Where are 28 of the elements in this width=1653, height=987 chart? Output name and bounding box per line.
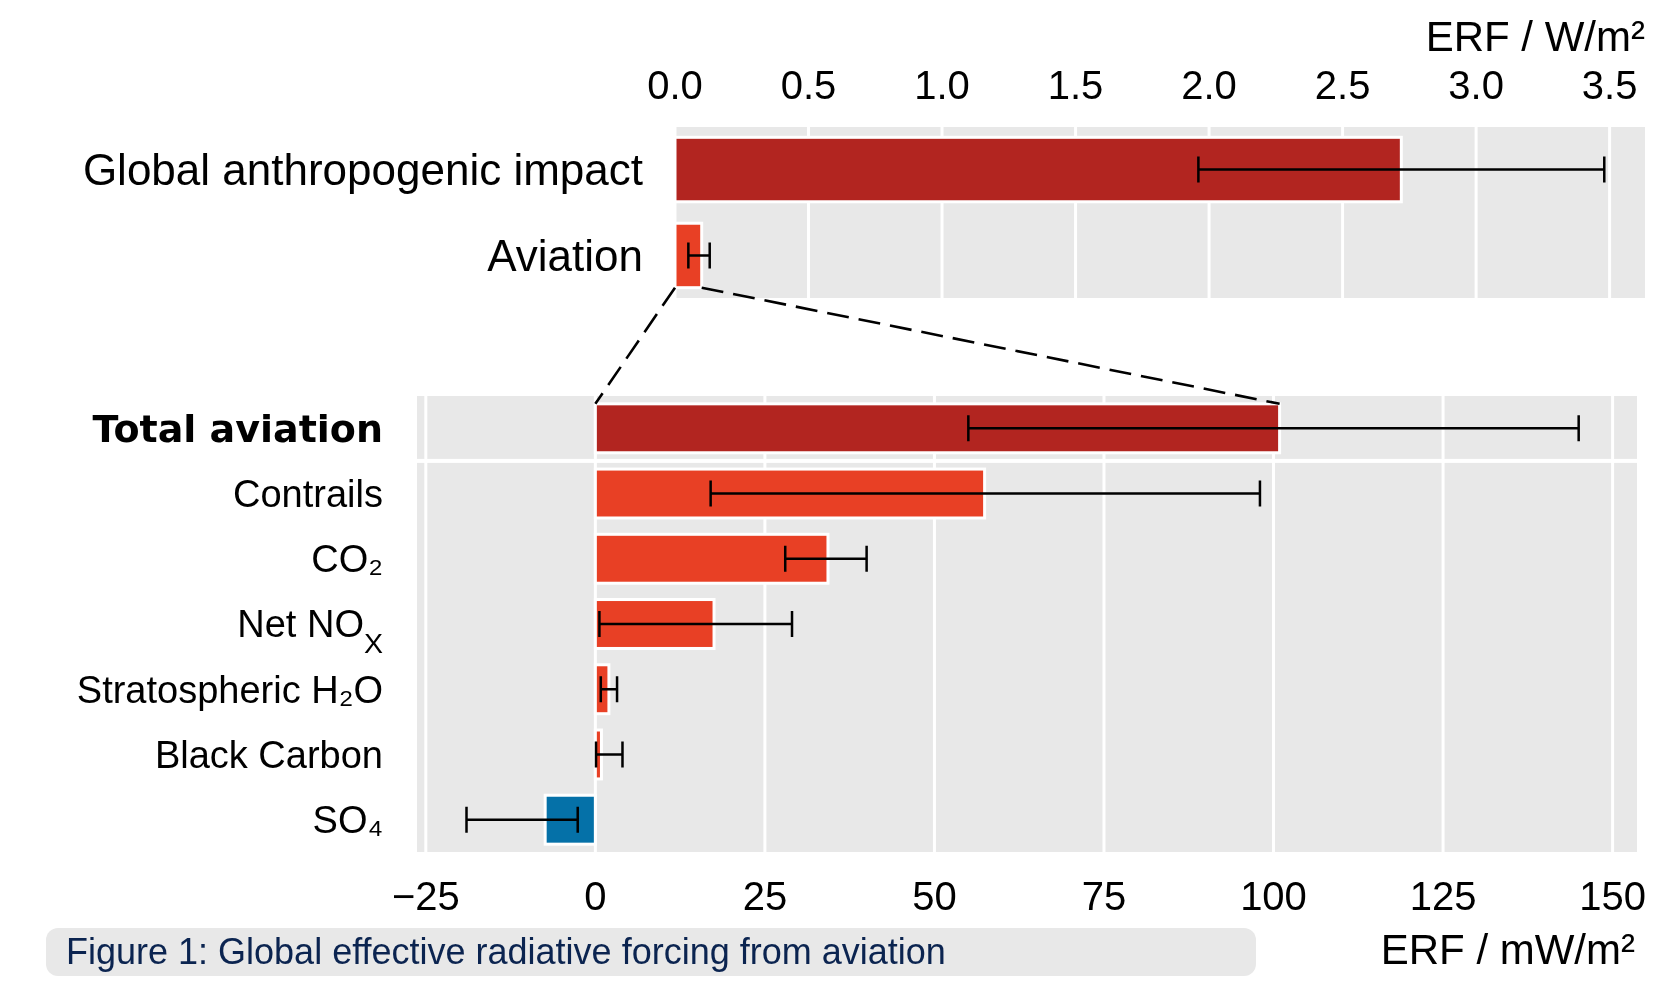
y-tick-label: Stratospheric H₂O [76,668,383,711]
x-axis-title: ERF / mW/m² [1380,926,1636,973]
x-tick-label: 1.0 [914,63,970,107]
x-tick-label: 1.5 [1047,63,1104,107]
y-tick-label: Global anthropogenic impact [82,144,643,194]
caption: Figure 1: Global effective radiative forcing from aviation [66,931,946,972]
y-tick-label: SO₄ [312,799,383,842]
x-tick-label: 75 [1081,874,1127,918]
x-tick-label: 2.0 [1181,63,1237,107]
x-tick-label: 3.5 [1581,63,1638,107]
x-tick-label: 0.5 [780,63,837,107]
x-tick-label: 125 [1409,874,1477,918]
x-tick-label: −25 [391,874,460,918]
x-tick-label: 0 [584,874,607,918]
x-axis-title: ERF / W/m² [1425,13,1646,60]
x-tick-label: 50 [912,874,957,918]
x-tick-label: 0.0 [647,63,703,107]
y-tick-label: Total aviation [92,406,383,451]
x-tick-label: 3.0 [1448,63,1504,107]
x-tick-label: 100 [1240,874,1307,918]
y-tick-label: Net NO$_{X}$ [237,603,383,660]
x-tick-label: 25 [742,874,788,918]
x-tick-label: 2.5 [1314,63,1371,107]
y-tick-label: CO₂ [311,538,383,581]
y-tick-label: Black Carbon [154,733,383,776]
y-tick-label: Aviation [487,230,643,280]
y-tick-label: Contrails [233,472,383,515]
x-tick-label: 150 [1579,874,1646,918]
